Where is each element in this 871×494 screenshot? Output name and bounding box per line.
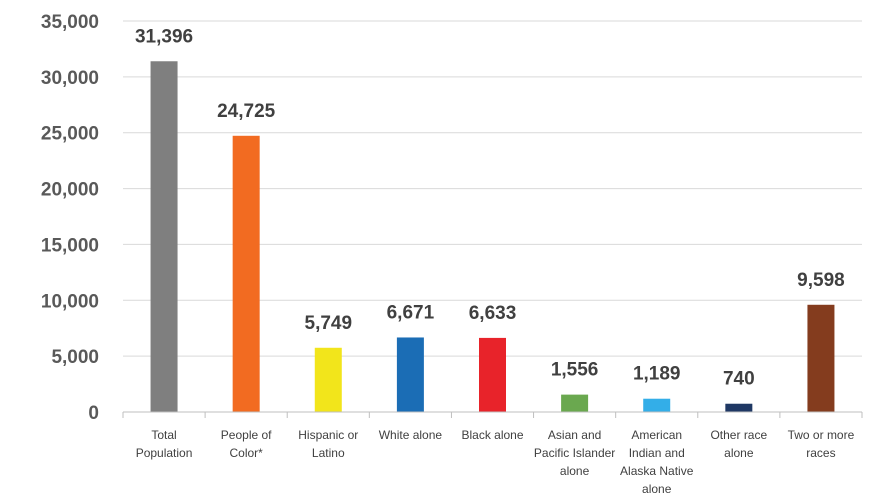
x-axis xyxy=(122,411,863,418)
category-label: Black alone xyxy=(461,428,523,442)
bar xyxy=(396,337,424,412)
category-label: White alone xyxy=(379,428,443,442)
data-label: 1,556 xyxy=(551,360,599,381)
category-label-line: alone xyxy=(642,482,672,494)
data-label: 740 xyxy=(723,369,755,390)
category-label: Other race alone xyxy=(710,428,767,460)
category-label-line: Other race xyxy=(710,428,767,442)
data-label: 6,671 xyxy=(387,302,435,323)
category-label-line: Total xyxy=(151,428,176,442)
y-tick-label: 10,000 xyxy=(41,291,99,312)
category-label: Asian and Pacific Islander alone xyxy=(534,428,615,478)
category-label-line: Indian and xyxy=(629,446,685,460)
data-label: 5,749 xyxy=(305,313,353,334)
data-label: 24,725 xyxy=(217,101,276,122)
bar xyxy=(643,398,671,412)
category-label: Hispanic or Latino xyxy=(298,428,358,460)
category-label-line: Latino xyxy=(312,446,345,460)
category-label-line: alone xyxy=(724,446,754,460)
category-label-line: White alone xyxy=(379,428,443,442)
data-label: 6,633 xyxy=(469,303,517,324)
category-label: American Indian and Alaska Native alone xyxy=(620,428,694,494)
category-label-line: Black alone xyxy=(461,428,523,442)
data-label: 9,598 xyxy=(797,270,845,291)
category-label-line: American xyxy=(631,428,682,442)
category-label-line: races xyxy=(806,446,835,460)
data-label: 1,189 xyxy=(633,364,681,385)
category-label-line: Pacific Islander xyxy=(534,446,615,460)
y-tick-label: 35,000 xyxy=(41,12,99,33)
bar xyxy=(807,304,835,412)
y-tick-label: 30,000 xyxy=(41,68,99,89)
bar xyxy=(232,135,260,412)
bars xyxy=(150,61,835,412)
y-tick-label: 15,000 xyxy=(41,235,99,256)
y-tick-label: 5,000 xyxy=(51,347,99,368)
category-label-line: alone xyxy=(560,464,590,478)
category-label: Total Population xyxy=(136,428,193,460)
category-label-line: Population xyxy=(136,446,193,460)
x-axis-category-labels: Total Population People of Color* Hispanic o… xyxy=(136,428,855,494)
y-tick-label: 25,000 xyxy=(41,124,99,145)
bar xyxy=(561,394,589,412)
category-label-line: Alaska Native xyxy=(620,464,694,478)
bar xyxy=(314,347,342,412)
category-label: Two or more races xyxy=(788,428,855,460)
y-axis-tick-labels: 0 5,000 10,000 15,000 20,000 25,000 30,000 35,0… xyxy=(41,12,99,424)
bar xyxy=(479,337,506,412)
category-label-line: People of xyxy=(221,428,272,442)
data-labels: 31,396 24,725 5,749 6,671 6,633 1,556 1,189 740… xyxy=(135,26,845,389)
category-label-line: Asian and xyxy=(548,428,601,442)
bar xyxy=(725,403,753,412)
category-label: People of Color* xyxy=(221,428,272,460)
y-tick-label: 20,000 xyxy=(41,180,99,201)
category-label-line: Hispanic or xyxy=(298,428,358,442)
y-tick-label: 0 xyxy=(88,403,99,424)
category-label-line: Two or more xyxy=(788,428,855,442)
data-label: 31,396 xyxy=(135,26,193,47)
bar xyxy=(150,61,178,412)
category-label-line: Color* xyxy=(229,446,263,460)
